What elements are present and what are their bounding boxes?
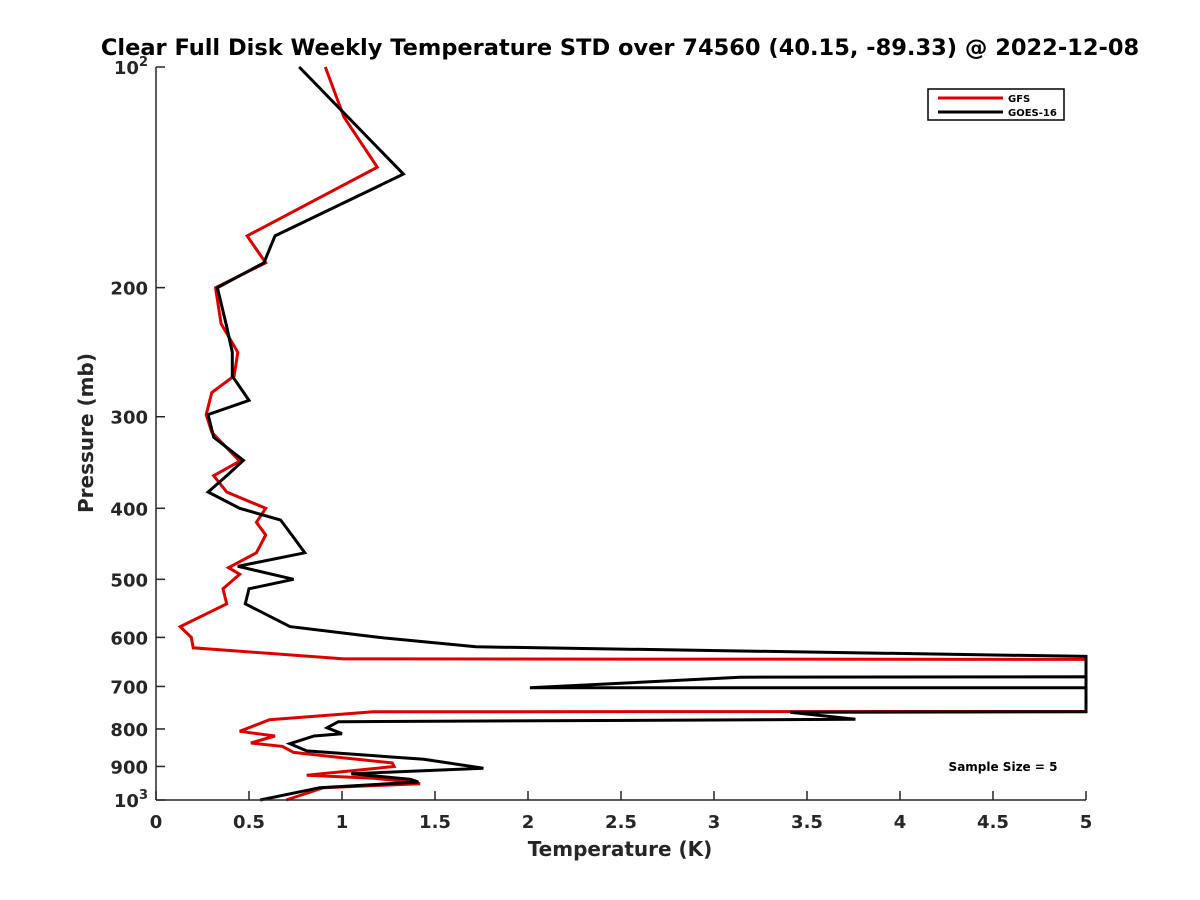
sample-size-annotation: Sample Size = 5 — [949, 760, 1058, 774]
legend-box — [927, 88, 1065, 121]
x-tick-label: 3 — [708, 812, 721, 833]
legend: GFS GOES-16 — [927, 88, 1065, 121]
x-tick-label: 1.5 — [419, 812, 451, 833]
series-line-gfs — [177, 66, 1088, 802]
plot-lines — [177, 65, 1088, 802]
x-tick-label: 3.5 — [791, 812, 823, 833]
y-tick-label: 500 — [110, 570, 148, 591]
x-axis-label: Temperature (K) — [528, 837, 713, 861]
legend-label: GFS — [1008, 94, 1030, 105]
x-tick-label: 4 — [894, 812, 907, 833]
y-tick-label: 800 — [110, 720, 148, 741]
axes: 0 0.5 1 1.5 2 2.5 3 3.5 4 4.5 5 102 200 300 400 500 600 7… — [110, 55, 1092, 833]
x-tick-label: 5 — [1080, 812, 1093, 833]
y-tick-label: 200 — [110, 279, 148, 300]
x-tick-label: 0 — [150, 812, 163, 833]
chart-title: Clear Full Disk Weekly Temperature STD o… — [101, 35, 1139, 61]
y-tick-label: 700 — [110, 677, 148, 698]
y-tick-label: 103 — [114, 788, 148, 812]
x-tick-label: 2 — [522, 812, 535, 833]
x-tick-label: 0.5 — [233, 812, 265, 833]
y-tick-label: 400 — [110, 499, 148, 520]
y-tick-label: 300 — [110, 408, 148, 429]
x-tick-label: 2.5 — [605, 812, 637, 833]
y-tick-label: 900 — [110, 757, 148, 778]
series-line-goes-16 — [205, 65, 1088, 802]
x-tick-label: 1 — [336, 812, 349, 833]
y-axis-label: Pressure (mb) — [74, 353, 98, 513]
y-tick-label: 102 — [114, 55, 148, 79]
y-tick-label: 600 — [110, 628, 148, 649]
legend-label: GOES-16 — [1008, 108, 1057, 119]
x-tick-label: 4.5 — [977, 812, 1009, 833]
